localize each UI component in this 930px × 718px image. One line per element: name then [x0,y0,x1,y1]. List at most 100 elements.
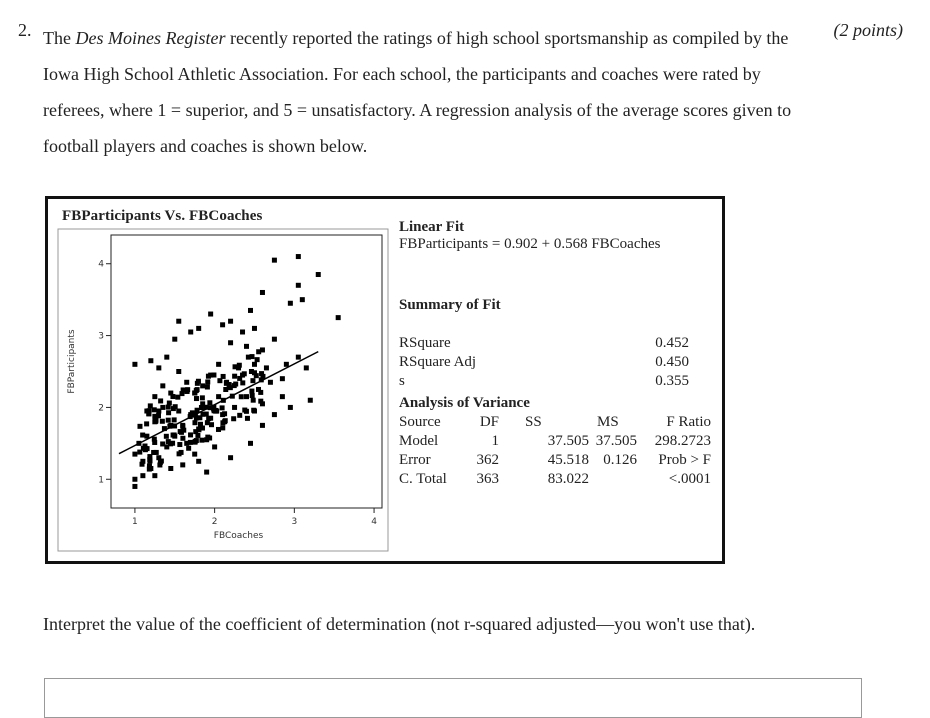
data-point [152,413,158,419]
data-point [248,440,253,446]
data-point [166,410,172,416]
data-point [153,418,159,424]
data-point [223,380,229,386]
data-point [271,336,277,342]
data-point [155,413,161,419]
data-point [152,473,158,479]
data-point [180,435,186,441]
data-point [259,401,265,407]
data-point [251,361,257,367]
data-point [299,297,305,303]
data-point [212,444,218,450]
data-point [148,358,154,364]
data-point [146,408,152,414]
data-point [197,421,203,427]
data-point [236,362,242,368]
data-point [164,354,170,360]
data-point [170,394,176,400]
data-point [237,375,243,381]
data-point [199,395,205,401]
data-point [192,420,198,426]
data-point [179,391,185,397]
data-point [206,416,212,422]
data-point [250,397,256,403]
data-point [217,378,223,384]
data-point [157,459,163,465]
data-point [172,336,178,342]
anova-header-cell: SS [525,414,542,430]
answer-text-box[interactable] [44,678,862,718]
data-point [198,405,204,411]
data-point [157,462,163,468]
anova-header-cell: F Ratio [666,414,711,430]
data-point [245,354,251,360]
data-point [267,379,273,385]
data-point [216,394,222,400]
data-point [228,340,234,346]
data-point [240,380,246,386]
data-point [151,449,157,455]
data-point [180,423,186,429]
data-point [208,311,214,317]
data-point [251,407,257,413]
linear-fit-section: Linear Fit FBParticipants = 0.902 + 0.56… [399,219,719,253]
data-point [259,422,265,428]
data-point [223,387,229,393]
data-point [205,379,211,385]
data-point [153,449,159,455]
data-point [258,377,264,383]
plot-area-frame [110,234,383,509]
data-point [220,322,226,328]
data-point [200,411,206,417]
data-point [249,354,255,360]
data-point [307,397,313,403]
data-point [200,401,206,407]
data-point [195,378,201,384]
scatter-plot: 1 2 3 4 1 2 3 4 FBCoaches FBParticipants [57,228,389,552]
data-point [192,451,198,457]
data-point [178,449,184,455]
anova-table: Source DF SS MS F Ratio Model 1 37.505 3… [399,413,711,489]
data-point [196,325,202,331]
data-point [194,407,200,413]
data-point [168,390,174,396]
data-point [152,394,158,400]
data-point [184,440,190,446]
data-point [259,371,265,377]
data-point [197,415,203,421]
data-point [146,463,152,469]
data-point [232,364,238,370]
data-point [249,388,255,394]
data-point [295,282,301,288]
data-point [198,425,204,431]
data-point [204,384,210,390]
data-point [164,444,170,450]
data-point [263,365,269,371]
data-point [251,325,257,331]
anova-cell: 83.022 [547,471,589,487]
anova-cell: 0.126 [603,452,637,468]
data-point [258,389,264,395]
data-point [260,373,266,379]
data-point [199,437,205,443]
anova-section: Analysis of Variance Source DF SS MS F R… [399,395,719,489]
data-point [140,458,146,464]
data-point [315,272,321,278]
data-point [222,418,228,424]
data-point [180,462,186,468]
data-point [147,458,153,464]
data-point [151,407,157,413]
data-point [165,404,171,410]
data-point [132,476,138,482]
data-point [176,318,182,324]
summary-value: 0.355 [655,373,689,389]
x-tick-label: 2 [212,517,218,527]
data-point [156,408,162,414]
data-point [253,373,259,379]
data-point [238,394,244,400]
data-point [140,473,146,479]
anova-header-cell: DF [479,414,499,430]
data-point [146,466,152,472]
data-point [140,432,146,438]
question-number: 2. [18,20,32,40]
